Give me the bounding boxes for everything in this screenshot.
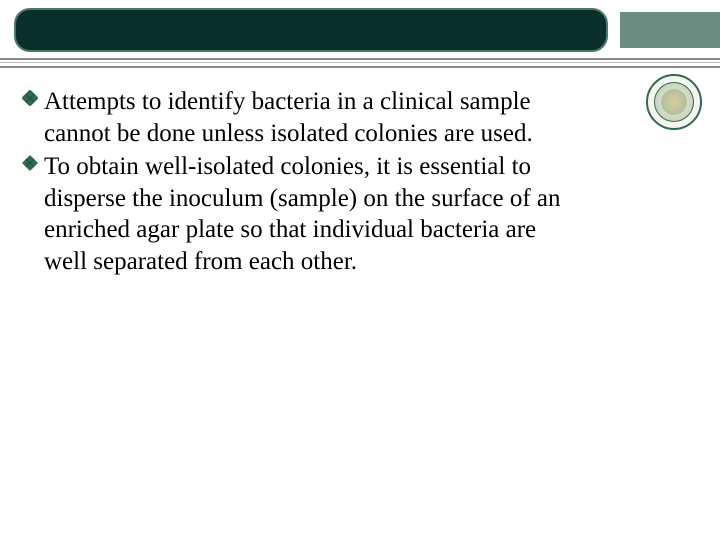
- divider-line: [0, 62, 720, 63]
- institution-logo: [646, 74, 702, 130]
- header-accent-bar: [620, 12, 720, 48]
- list-item: To obtain well-isolated colonies, it is …: [22, 151, 562, 277]
- diamond-bullet-icon: [22, 90, 38, 106]
- divider-line: [0, 58, 720, 60]
- bullet-text: To obtain well-isolated colonies, it is …: [44, 151, 562, 277]
- divider-line: [0, 66, 720, 68]
- diamond-bullet-icon: [22, 155, 38, 171]
- title-box: [14, 8, 608, 52]
- slide-body: Attempts to identify bacteria in a clini…: [22, 86, 562, 279]
- list-item: Attempts to identify bacteria in a clini…: [22, 86, 562, 149]
- bullet-text: Attempts to identify bacteria in a clini…: [44, 86, 562, 149]
